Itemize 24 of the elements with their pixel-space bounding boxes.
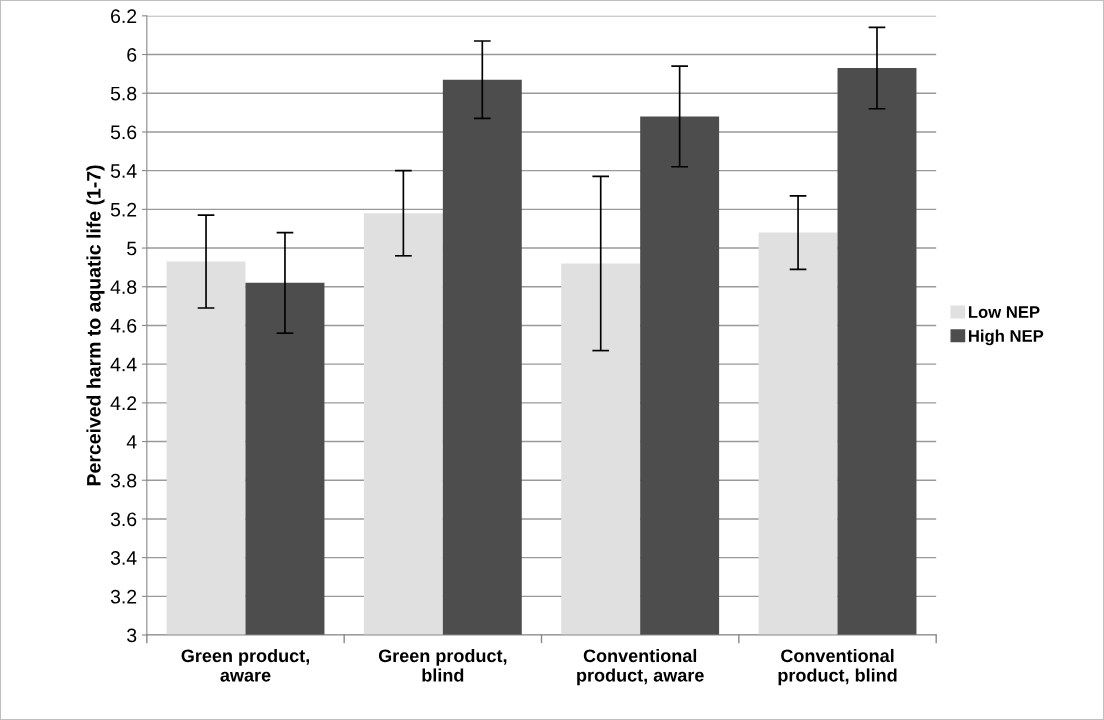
- y-tick-label: 3.8: [110, 473, 137, 488]
- y-tick-label: 3: [127, 628, 137, 643]
- y-tick-label: 3.4: [110, 551, 137, 565]
- y-tick-label: 5: [127, 241, 137, 256]
- y-tick-label: 3.2: [110, 589, 137, 604]
- y-tick-label: 4: [126, 435, 137, 449]
- y-tick-label: 4.6: [110, 318, 137, 333]
- y-tick-label: 5.8: [110, 86, 137, 101]
- legend-label: High NEP: [968, 329, 1044, 346]
- x-tick-label: Green product, aware: [181, 648, 309, 682]
- y-tick-label: 5.2: [110, 202, 137, 217]
- y-tick-label: 4.4: [110, 357, 137, 372]
- legend-label: Low NEP: [968, 306, 1040, 318]
- x-tick-label: Green product, blind: [378, 648, 507, 682]
- y-tick-label: 4.8: [110, 280, 137, 294]
- y-tick-label: 4.2: [110, 396, 137, 410]
- x-tick-label: Conventional product, blind: [778, 648, 897, 686]
- y-tick-label: 6: [127, 48, 137, 62]
- y-axis-title: Perceived harm to aquatic life (1-7): [86, 165, 105, 486]
- y-tick-label: 3.6: [110, 512, 137, 527]
- y-tick-label: 5.6: [110, 125, 137, 140]
- y-tick-label: 5.4: [110, 164, 137, 178]
- x-tick-label: Conventional product, aware: [577, 648, 704, 686]
- y-tick-label: 6.2: [111, 9, 137, 24]
